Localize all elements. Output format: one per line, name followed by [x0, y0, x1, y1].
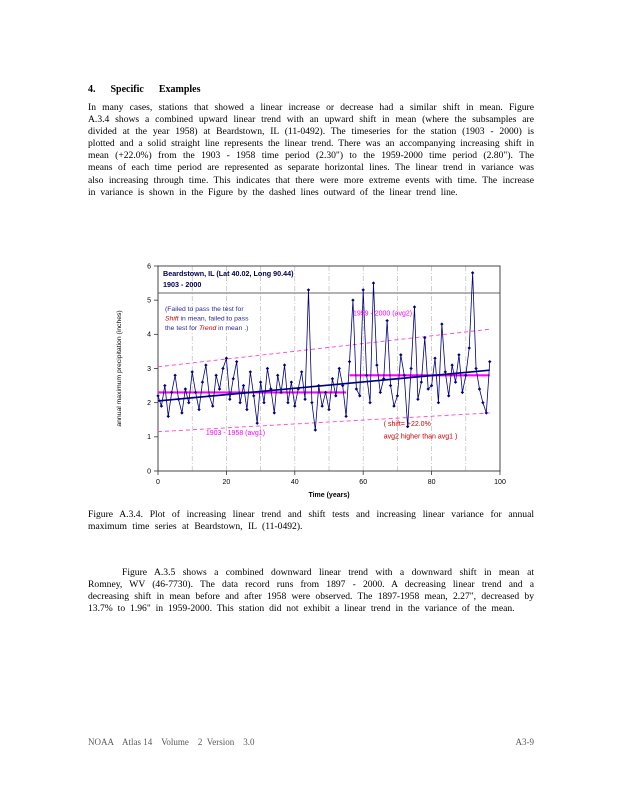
data-series-line [157, 272, 491, 431]
chart-subtitle: 1903 - 2000 [163, 280, 201, 289]
chart-annotation: 1903 - 1958 (avg1) [206, 430, 265, 437]
chart-annotation: avg2 higher than avg1 ) [384, 434, 458, 441]
figure-caption: Figure A.3.4. Plot of increasing linear … [88, 509, 534, 533]
footer-page-number: A3-9 [515, 737, 535, 747]
section-heading: 4. Specific Examples [88, 84, 201, 95]
svg-text:2: 2 [147, 400, 151, 407]
y-axis-label: annual maximum precipitation (inches) [116, 310, 123, 426]
chart-note-line: (Failed to pass the test for [165, 306, 244, 313]
svg-text:5: 5 [147, 298, 151, 305]
page-footer: NOAA Atlas 14 Volume 2 Version 3.0 A3-9 [88, 737, 534, 747]
svg-text:4: 4 [147, 332, 151, 339]
variance-line-lower [157, 412, 490, 433]
svg-text:3: 3 [147, 366, 151, 373]
svg-text:1: 1 [147, 434, 151, 441]
svg-text:60: 60 [359, 479, 367, 486]
svg-text:6: 6 [147, 263, 151, 270]
paragraph-figure-a35: Figure A.3.5 shows a combined downward l… [88, 567, 534, 615]
svg-text:0: 0 [156, 479, 160, 486]
svg-text:80: 80 [428, 479, 436, 486]
figure-a34: 0 1 2 3 4 5 6 0 20 40 60 80 100 Beardstown, IL (Lat 4… [110, 256, 510, 500]
svg-text:100: 100 [494, 479, 506, 486]
svg-text:20: 20 [223, 479, 231, 486]
data-series-markers [156, 271, 492, 432]
x-axis-label: Time (years) [308, 492, 349, 499]
chart-note-line: the test for Trend in mean .) [165, 325, 248, 332]
svg-text:0: 0 [147, 468, 151, 475]
svg-text:40: 40 [291, 479, 299, 486]
trend-line [157, 369, 490, 402]
paragraph-intro: In many cases, stations that showed a li… [88, 102, 534, 198]
footer-publication: NOAA Atlas 14 Volume 2 Version 3.0 [88, 737, 255, 747]
chart-annotation: 1959 - 2000 (avg2) [353, 311, 412, 318]
chart-title: Beardstown, IL (Lat 40.02, Long 90.44) [163, 269, 294, 278]
chart-annotation: ( shift= +22.0% [384, 421, 431, 428]
chart-note-line: Shift in mean, failed to pass [165, 316, 249, 323]
